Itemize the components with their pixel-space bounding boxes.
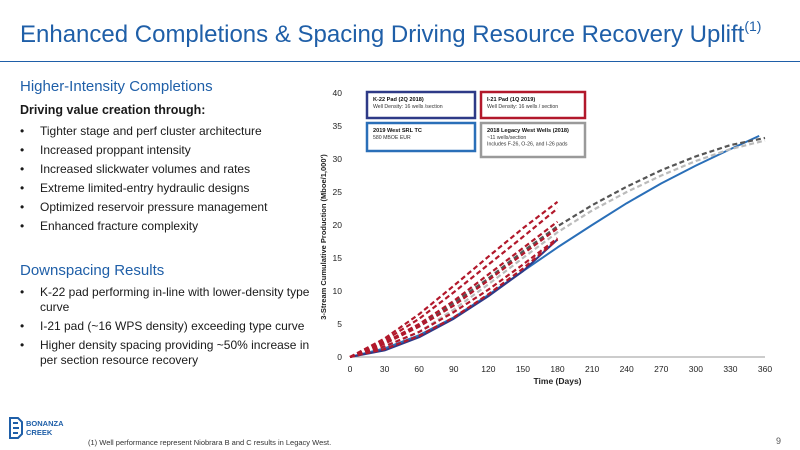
x-tick-label: 120 xyxy=(481,364,495,374)
bullet-item: Tighter stage and perf cluster architect… xyxy=(20,124,310,139)
series-line-9 xyxy=(349,238,559,359)
y-tick-label: 15 xyxy=(333,253,343,263)
bullet-item: Higher density spacing providing ~50% in… xyxy=(20,338,310,368)
legend-title: K-22 Pad (2Q 2018) xyxy=(373,97,424,103)
bullet-item: Enhanced fracture complexity xyxy=(20,219,310,234)
chart-series xyxy=(349,134,766,359)
x-tick-label: 270 xyxy=(654,364,668,374)
legend-title: 2019 West SRL TC xyxy=(373,128,422,134)
y-tick-label: 25 xyxy=(333,187,343,197)
y-tick-label: 0 xyxy=(337,352,342,362)
chart-axes: 0 30 60 90 120 150 180 210 240 270 300 330 360 0 5 10 15… xyxy=(319,88,772,386)
legend-title: I-21 Pad (1Q 2019) xyxy=(487,97,535,103)
legend-box-border xyxy=(365,121,477,153)
footnote: (1) Well performance represent Niobrara … xyxy=(88,438,332,447)
y-tick-label: 10 xyxy=(333,286,343,296)
x-tick-label: 90 xyxy=(449,364,459,374)
x-tick-label: 0 xyxy=(348,364,353,374)
y-tick-label: 5 xyxy=(337,319,342,329)
series-line-4 xyxy=(349,201,559,358)
section-subheading: Driving value creation through: xyxy=(20,103,206,117)
x-tick-label: 150 xyxy=(516,364,530,374)
bullet-item: Increased slickwater volumes and rates xyxy=(20,162,310,177)
logo-line-2: CREEK xyxy=(26,428,53,437)
legend-detail: 580 MBOE EUR xyxy=(373,135,411,141)
section-heading-downspacing: Downspacing Results xyxy=(20,262,165,279)
y-tick-label: 30 xyxy=(333,154,343,164)
series-line-8 xyxy=(349,237,559,359)
bullet-item: I-21 pad (~16 WPS density) exceeding typ… xyxy=(20,319,310,334)
legend-box: 2018 Legacy West Wells (2018)~11 wells/s… xyxy=(479,121,587,159)
y-tick-label: 40 xyxy=(333,88,343,98)
series-line-5 xyxy=(349,207,559,358)
x-tick-label: 60 xyxy=(414,364,424,374)
x-axis-label: Time (Days) xyxy=(533,376,581,386)
chart-legend: K-22 Pad (2Q 2018)Well Density: 16 wells… xyxy=(365,90,587,159)
series-line-1 xyxy=(349,136,766,359)
series-line-0 xyxy=(349,134,760,358)
x-tick-label: 330 xyxy=(723,364,737,374)
legend-box-border xyxy=(365,90,477,120)
completions-bullet-list: Tighter stage and perf cluster architect… xyxy=(20,124,310,238)
series-line-7 xyxy=(349,227,559,359)
series-line-2 xyxy=(349,139,766,359)
title-footnote-ref: (1) xyxy=(744,18,762,34)
x-tick-label: 360 xyxy=(758,364,772,374)
title-rule xyxy=(0,61,800,62)
x-tick-label: 210 xyxy=(585,364,599,374)
x-tick-label: 240 xyxy=(620,364,634,374)
series-line-6 xyxy=(349,220,559,359)
bullet-item: Extreme limited-entry hydraulic designs xyxy=(20,181,310,196)
legend-detail: Well Density: 16 wells / section xyxy=(487,104,558,110)
bullet-item: Optimized reservoir pressure management xyxy=(20,200,310,215)
legend-detail: Includes F-26, O-26, and I-26 pads xyxy=(487,142,568,148)
y-tick-label: 35 xyxy=(333,121,343,131)
downspacing-bullet-list: K-22 pad performing in-line with lower-d… xyxy=(20,285,310,372)
legend-detail: Well Density: 16 wells /section xyxy=(373,104,443,110)
bullet-item: K-22 pad performing in-line with lower-d… xyxy=(20,285,310,315)
section-heading-completions: Higher-Intensity Completions xyxy=(20,78,213,95)
legend-box-border xyxy=(479,90,587,120)
legend-box: I-21 Pad (1Q 2019)Well Density: 16 wells… xyxy=(479,90,587,120)
slide-title-text: Enhanced Completions & Spacing Driving R… xyxy=(20,21,745,48)
logo-line-1: BONANZA xyxy=(26,419,64,428)
x-tick-label: 180 xyxy=(550,364,564,374)
y-tick-label: 20 xyxy=(333,220,343,230)
slide-title: Enhanced Completions & Spacing Driving R… xyxy=(20,18,762,49)
x-tick-label: 300 xyxy=(689,364,703,374)
page-number: 9 xyxy=(776,436,782,446)
y-axis-label: 3-Stream Cumulative Production (Mboe/1,0… xyxy=(319,154,328,320)
bullet-item: Increased proppant intensity xyxy=(20,143,310,158)
legend-detail: ~11 wells/section xyxy=(487,135,526,141)
x-tick-label: 30 xyxy=(380,364,390,374)
legend-box: K-22 Pad (2Q 2018)Well Density: 16 wells… xyxy=(365,90,477,120)
series-line-3 xyxy=(349,238,559,358)
legend-box-border xyxy=(479,121,587,159)
bonanza-creek-logo: BONANZA CREEK xyxy=(9,417,64,439)
legend-title: 2018 Legacy West Wells (2018) xyxy=(487,128,569,134)
